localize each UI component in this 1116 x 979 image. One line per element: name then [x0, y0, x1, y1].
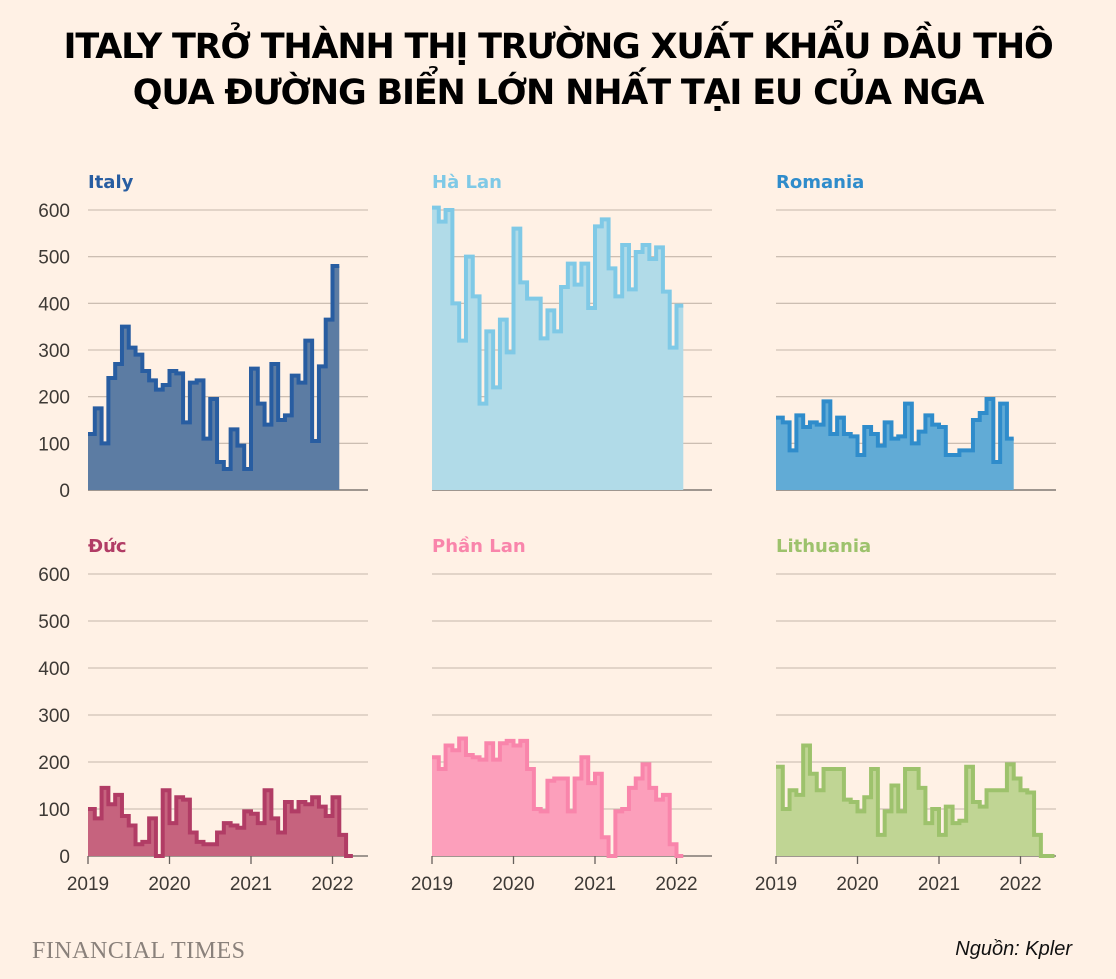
y-tick-label: 500 [38, 248, 70, 269]
source-note: Nguồn: Kpler [955, 938, 1072, 960]
series-label: Italy [88, 172, 134, 193]
x-tick-label: 2019 [67, 874, 109, 895]
y-tick-label: 600 [38, 565, 70, 586]
x-tick-label: 2019 [411, 874, 453, 895]
series-line [432, 736, 684, 858]
x-tick-label: 2021 [230, 874, 272, 895]
x-tick-label: 2022 [999, 874, 1041, 895]
chart-title: ITALY TRỞ THÀNH THỊ TRƯỜNG XUẤT KHẨU DẦU… [0, 24, 1116, 116]
series-area [776, 745, 1055, 856]
series-label: Phần Lan [432, 536, 526, 557]
y-tick-label: 200 [38, 753, 70, 774]
y-tick-label: 0 [59, 847, 70, 868]
series-label: Hà Lan [432, 172, 502, 193]
series-area [432, 207, 684, 491]
series-line [88, 785, 353, 858]
x-tick-label: 2021 [918, 874, 960, 895]
series-area [432, 738, 684, 856]
panel-lithuania: 2019 2020 2021 2022 Lithuania [755, 536, 1056, 895]
x-tick-label: 2020 [492, 874, 534, 895]
series-line [776, 743, 1055, 858]
x-tick-label: 2022 [655, 874, 697, 895]
y-tick-label: 400 [38, 294, 70, 315]
series-label: Romania [776, 172, 864, 193]
x-tick-label: 2019 [755, 874, 797, 895]
series-line [88, 264, 340, 471]
series-label: Đức [88, 536, 127, 557]
title-line-1: ITALY TRỞ THÀNH THỊ TRƯỜNG XUẤT KHẨU DẦU… [63, 27, 1054, 67]
series-area [776, 399, 1014, 490]
y-tick-label: 500 [38, 612, 70, 633]
x-tick-label: 2021 [574, 874, 616, 895]
y-tick-label: 300 [38, 341, 70, 362]
series-area [88, 266, 340, 490]
x-tick-label: 2022 [311, 874, 353, 895]
title-line-2: QUA ĐƯỜNG BIỂN LỚN NHẤT TẠI EU CỦA NGA [132, 73, 985, 113]
y-tick-label: 100 [38, 434, 70, 455]
series-label: Lithuania [776, 536, 871, 557]
series-line [776, 397, 1014, 464]
brand-logo-text: FINANCIAL TIMES [32, 938, 246, 964]
y-tick-label: 300 [38, 706, 70, 727]
y-tick-label: 200 [38, 388, 70, 409]
panel-duc: 0 100 200 300 400 500 600 2019 2020 2021 2022 Đức [38, 536, 368, 895]
panel-ha-lan: Hà Lan [432, 172, 712, 491]
panel-phan-lan: 2019 2020 2021 2022 Phần Lan [411, 536, 712, 895]
x-tick-label: 2020 [148, 874, 190, 895]
y-tick-label: 400 [38, 659, 70, 680]
y-tick-label: 600 [38, 201, 70, 222]
x-tick-label: 2020 [836, 874, 878, 895]
series-line [432, 205, 684, 406]
y-tick-label: 0 [59, 481, 70, 502]
y-tick-label: 100 [38, 800, 70, 821]
panel-romania: Romania [776, 172, 1056, 491]
panel-italy: 0 100 200 300 400 500 600 Italy [38, 172, 368, 502]
